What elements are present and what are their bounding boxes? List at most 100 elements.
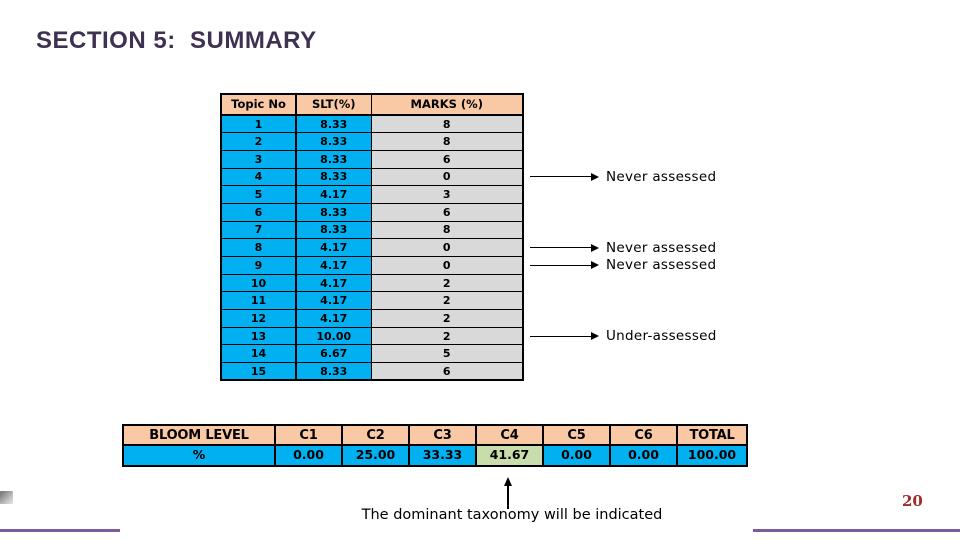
topic-table-row: 14 6.67 5: [220, 344, 524, 364]
topic-cell-slt: 6.67: [295, 344, 372, 364]
topic-table-row: 1 8.33 8: [220, 114, 524, 134]
topic-cell-marks: 5: [370, 344, 524, 364]
arrow-right-icon: [591, 332, 599, 341]
bloom-value-cell: 0.00: [542, 444, 611, 467]
bloom-value-cell-dominant: 41.67: [475, 444, 544, 467]
topic-cell-slt: 8.33: [295, 114, 372, 134]
topic-cell-slt: 8.33: [295, 202, 372, 222]
bloom-table: BLOOM LEVEL C1 C2 C3 C4 C5 C6 TOTAL % 0.00 25.00 3…: [122, 424, 748, 467]
topic-cell-marks: 3: [370, 185, 524, 204]
annotation-label: Never assessed: [606, 257, 717, 274]
topic-cell-topic: 9: [220, 256, 297, 275]
topic-table-row: 10 4.17 2: [220, 273, 524, 293]
topic-table-row: 6 8.33 6: [220, 202, 524, 222]
topic-cell-topic: 3: [220, 149, 297, 169]
arrow-right-icon: [591, 261, 599, 270]
topic-cell-slt: 8.33: [295, 220, 372, 240]
topic-table-row: 8 4.17 0: [220, 238, 524, 257]
topic-table-body: 1 8.33 8 2 8.33 8 3 8.33 6 4 8.33 0 5 4.17 3 6 8.33 6 7 8.3…: [220, 114, 524, 381]
assessment-annotation: Never assessed: [530, 240, 716, 256]
topic-table-row: 3 8.33 6: [220, 149, 524, 169]
topic-table-row: 13 10.00 2: [220, 326, 524, 346]
topic-cell-topic: 13: [220, 326, 297, 346]
topic-cell-topic: 7: [220, 220, 297, 240]
topic-table-row: 15 8.33 6: [220, 362, 524, 381]
bloom-value-cell: 0.00: [274, 444, 343, 467]
page-title: SECTION 5: SUMMARY: [36, 27, 317, 54]
bloom-value-cell: 33.33: [408, 444, 477, 467]
topic-cell-slt: 4.17: [295, 238, 372, 257]
bloom-value-cell: 100.00: [676, 444, 748, 467]
topic-cell-marks: 0: [370, 238, 524, 257]
dominant-taxonomy-arrow: [502, 477, 514, 509]
bloom-header-row: BLOOM LEVEL C1 C2 C3 C4 C5 C6 TOTAL: [122, 424, 748, 446]
topic-cell-topic: 10: [220, 273, 297, 293]
topic-cell-marks: 6: [370, 149, 524, 169]
topic-cell-marks: 8: [370, 114, 524, 134]
topic-table-row: 12 4.17 2: [220, 309, 524, 328]
annotation-label: Never assessed: [606, 168, 717, 185]
topic-cell-slt: 8.33: [295, 362, 372, 381]
topic-cell-slt: 8.33: [295, 167, 372, 187]
bloom-header-cell: C2: [341, 424, 410, 446]
topic-table: Topic No SLT(%) MARKS (%) 1 8.33 8 2 8.33 8 3 8…: [220, 93, 524, 382]
topic-cell-slt: 8.33: [295, 149, 372, 169]
topic-cell-slt: 4.17: [295, 256, 372, 275]
topic-cell-marks: 6: [370, 202, 524, 222]
bloom-header-cell: C3: [408, 424, 477, 446]
topic-table-row: 9 4.17 0: [220, 256, 524, 275]
annotation-label: Under-assessed: [606, 328, 717, 345]
assessment-annotation: Never assessed: [530, 257, 716, 273]
bloom-value-row: % 0.00 25.00 33.33 41.67 0.00 0.00 100.00: [122, 444, 748, 467]
topic-table-header-topic-no: Topic No: [220, 93, 297, 116]
arrow-shaft: [530, 264, 591, 266]
arrow-shaft: [530, 176, 591, 178]
topic-cell-marks: 2: [370, 273, 524, 293]
topic-cell-topic: 6: [220, 202, 297, 222]
topic-cell-slt: 10.00: [295, 326, 372, 346]
topic-cell-marks: 0: [370, 256, 524, 275]
topic-cell-topic: 15: [220, 362, 297, 381]
thumbnail-icon: [0, 491, 13, 504]
topic-cell-marks: 0: [370, 167, 524, 187]
dominant-taxonomy-note: The dominant taxonomy will be indicated: [361, 507, 663, 523]
bloom-header-cell: C5: [542, 424, 611, 446]
assessment-annotation: Never assessed: [530, 169, 716, 185]
bloom-value-cell: 25.00: [341, 444, 410, 467]
topic-table-row: 5 4.17 3: [220, 185, 524, 204]
footer-accent-line-left: [0, 529, 120, 532]
topic-table-row: 2 8.33 8: [220, 132, 524, 151]
topic-table-row: 7 8.33 8: [220, 220, 524, 240]
page-number: 20: [902, 492, 923, 510]
bloom-header-cell: C4: [475, 424, 544, 446]
topic-cell-marks: 2: [370, 291, 524, 311]
bloom-header-cell: C6: [609, 424, 678, 446]
topic-cell-slt: 4.17: [295, 273, 372, 293]
topic-table-header-marks: MARKS (%): [370, 93, 524, 116]
topic-cell-marks: 2: [370, 309, 524, 328]
topic-cell-marks: 2: [370, 326, 524, 346]
topic-table-header: Topic No SLT(%) MARKS (%): [220, 93, 524, 116]
arrow-shaft: [530, 247, 591, 249]
assessment-annotation: Under-assessed: [530, 328, 717, 344]
bloom-header-cell: C1: [274, 424, 343, 446]
topic-cell-slt: 4.17: [295, 291, 372, 311]
topic-cell-slt: 4.17: [295, 309, 372, 328]
bloom-header-cell: TOTAL: [676, 424, 748, 446]
bloom-header-cell: BLOOM LEVEL: [122, 424, 276, 446]
topic-cell-topic: 2: [220, 132, 297, 151]
footer-accent-line-right: [753, 529, 960, 532]
arrow-right-icon: [591, 172, 599, 181]
arrow-shaft: [530, 335, 591, 337]
bloom-value-cell: 0.00: [609, 444, 678, 467]
arrow-line: [507, 486, 509, 509]
topic-cell-slt: 8.33: [295, 132, 372, 151]
bloom-row-label: %: [122, 444, 276, 467]
topic-cell-topic: 8: [220, 238, 297, 257]
topic-cell-marks: 6: [370, 362, 524, 381]
topic-table-row: 11 4.17 2: [220, 291, 524, 311]
topic-cell-topic: 5: [220, 185, 297, 204]
topic-cell-topic: 11: [220, 291, 297, 311]
topic-table-header-slt: SLT(%): [295, 93, 372, 116]
